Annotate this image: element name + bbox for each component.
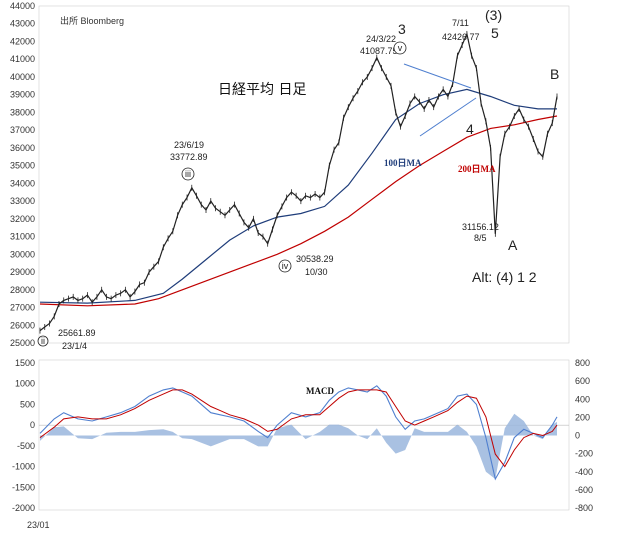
price-y-tick-36000: 36000 <box>10 143 35 153</box>
annotation-low-iv-value: 30538.29 <box>296 254 334 264</box>
x-start-label: 23/01 <box>27 520 50 530</box>
circled-label-iii: iii <box>181 167 195 181</box>
price-y-axis: 25000 26000 27000 28000 29000 30000 31000 32000… <box>10 1 35 348</box>
price-y-tick-41000: 41000 <box>10 54 35 64</box>
price-y-tick-37000: 37000 <box>10 125 35 135</box>
ma200-label: 200日MA <box>458 164 496 174</box>
price-y-tick-35000: 35000 <box>10 161 35 171</box>
price-y-tick-38000: 38000 <box>10 107 35 117</box>
macd-panel-frame <box>38 359 570 511</box>
annotation-low-a-value: 31156.12 <box>462 222 499 232</box>
annotation-start-value: 25661.89 <box>58 328 96 338</box>
macd-right-tick--800: -800 <box>575 503 593 513</box>
price-panel-frame <box>38 5 570 344</box>
macd-right-tick-0: 0 <box>575 431 580 441</box>
macd-left-tick--2000: -2000 <box>12 503 35 513</box>
price-daily-ticks <box>39 30 558 334</box>
macd-right-tick-200: 200 <box>575 412 590 422</box>
macd-right-tick--200: -200 <box>575 449 593 459</box>
lower-trendline <box>419 97 477 137</box>
wave-label-3: 3 <box>398 21 406 37</box>
macd-left-tick-500: 500 <box>20 399 35 409</box>
price-y-tick-25000: 25000 <box>10 338 35 348</box>
price-y-tick-26000: 26000 <box>10 320 35 330</box>
chart-title: 日経平均 日足 <box>218 82 306 98</box>
svg-text:ii: ii <box>41 336 45 346</box>
macd-left-tick-0: 0 <box>30 420 35 430</box>
svg-text:iii: iii <box>185 169 191 179</box>
svg-text:iv: iv <box>282 261 289 271</box>
macd-right-tick-800: 800 <box>575 358 590 368</box>
annotation-peak-2-value: 42426.77 <box>442 32 480 42</box>
price-y-tick-33000: 33000 <box>10 196 35 206</box>
wave-label-alt: Alt: (4) 1 2 <box>472 269 537 285</box>
price-y-tick-28000: 28000 <box>10 285 35 295</box>
macd-line <box>39 385 558 481</box>
price-y-tick-42000: 42000 <box>10 36 35 46</box>
annotation-low-iv-date: 10/30 <box>305 267 328 277</box>
price-y-tick-30000: 30000 <box>10 249 35 259</box>
macd-left-tick-1500: 1500 <box>15 358 35 368</box>
annotation-peak-iii-value: 33772.89 <box>170 152 208 162</box>
annotation-low-a-date: 8/5 <box>474 233 487 243</box>
macd-y-axis-right: 800 600 400 200 0 -200 -400 -600 -800 <box>575 358 593 513</box>
macd-left-tick-1000: 1000 <box>15 379 35 389</box>
source-label: 出所 Bloomberg <box>60 15 124 26</box>
wave-label-b: B <box>550 66 559 82</box>
annotation-peak-1-value: 41087.75 <box>360 46 398 56</box>
circled-label-v: v <box>393 41 407 55</box>
annotation-peak-iii-date: 23/6/19 <box>174 140 204 150</box>
macd-right-tick-600: 600 <box>575 376 590 386</box>
wave-label-3-paren: (3) <box>485 7 502 23</box>
price-y-tick-34000: 34000 <box>10 178 35 188</box>
wave-label-5: 5 <box>491 25 499 41</box>
price-line <box>39 31 558 332</box>
svg-text:v: v <box>398 43 403 53</box>
macd-title: MACD <box>306 386 334 396</box>
price-y-tick-32000: 32000 <box>10 214 35 224</box>
annotation-peak-2-date: 7/11 <box>452 18 469 28</box>
macd-right-tick--600: -600 <box>575 485 593 495</box>
macd-left-tick--1000: -1000 <box>12 462 35 472</box>
macd-right-tick--400: -400 <box>575 467 593 477</box>
price-y-tick-31000: 31000 <box>10 232 35 242</box>
price-y-tick-44000: 44000 <box>10 1 35 11</box>
price-y-tick-40000: 40000 <box>10 72 35 82</box>
wave-label-4: 4 <box>466 121 474 137</box>
ma200-line <box>39 115 558 307</box>
ma100-line <box>39 88 557 304</box>
macd-left-tick--500: -500 <box>17 441 35 451</box>
macd-signal-line <box>39 389 558 468</box>
annotation-start-date: 23/1/4 <box>62 341 87 351</box>
circled-label-ii: ii <box>37 335 49 347</box>
ma100-label: 100日MA <box>384 158 422 168</box>
macd-y-axis-left: 1500 1000 500 0 -500 -1000 -1500 -2000 <box>12 358 35 513</box>
macd-left-tick--1500: -1500 <box>12 482 35 492</box>
price-y-tick-27000: 27000 <box>10 303 35 313</box>
price-y-tick-39000: 39000 <box>10 90 35 100</box>
circled-label-iv: iv <box>278 259 292 273</box>
wave-label-a: A <box>508 237 518 253</box>
price-y-tick-43000: 43000 <box>10 19 35 29</box>
annotation-peak-1-date: 24/3/22 <box>366 34 396 44</box>
macd-right-tick-400: 400 <box>575 394 590 404</box>
upper-trendline <box>403 63 472 89</box>
price-y-tick-29000: 29000 <box>10 267 35 277</box>
